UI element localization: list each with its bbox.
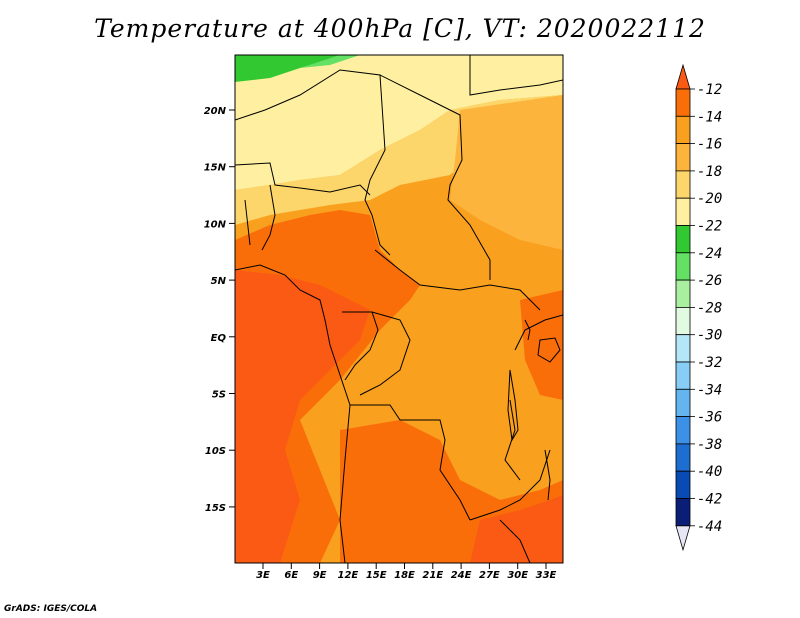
field-light-green-edge [300, 55, 360, 68]
colorbar-swatch [675, 361, 691, 390]
coastline [235, 264, 351, 406]
colorbar-label: -40 [697, 464, 722, 480]
colorbar-label: -28 [697, 300, 722, 316]
field-red-orange-west [235, 270, 370, 563]
lake-tanganyika [507, 369, 519, 442]
lon-tick-label: 6E [284, 570, 298, 581]
border-line [504, 399, 521, 481]
temperature-field [235, 55, 563, 563]
lon-tick-label: 30E [507, 570, 528, 581]
lon-tick-label: 15E [366, 570, 387, 581]
border-line [244, 199, 251, 246]
colorbar-bottom-arrow [675, 525, 691, 552]
colorbar-swatch [675, 416, 691, 445]
lat-tick-label: 5S [212, 390, 226, 401]
colorbar-top-arrow [675, 63, 691, 90]
lat-tick-label: EQ [211, 333, 227, 344]
lat-tick-label: 5N [211, 276, 227, 287]
colorbar-label: -14 [697, 109, 722, 125]
border-line [339, 404, 351, 563]
colorbar-label: -22 [697, 219, 722, 235]
lon-tick-label: 21E [422, 570, 443, 581]
colorbar-label: -24 [697, 246, 722, 262]
colorbar-swatch [675, 170, 691, 199]
lat-tick-label: 10S [205, 446, 226, 457]
lat-tick-label: 15S [205, 503, 226, 514]
colorbar-swatch [675, 225, 691, 254]
field-yellow-patch-east [450, 95, 563, 250]
colorbar: -12 -14 -16 -18 -20 -22 -24 -26 -28 -30 -32 -34 -36 -… [675, 63, 722, 552]
colorbar-swatch [675, 443, 691, 472]
colorbar-label: -30 [697, 328, 722, 344]
lake-albert [524, 319, 531, 341]
border-line [374, 249, 541, 311]
field-red-orange-southeast [470, 495, 563, 563]
border-line [514, 314, 563, 351]
border-line [235, 69, 391, 256]
colorbar-label: -44 [697, 519, 722, 535]
chart-title: Temperature at 400hPa [C], VT: 202002211… [94, 14, 706, 43]
border-line [469, 55, 563, 96]
colorbar-label: -42 [697, 492, 722, 508]
colorbar-swatch [675, 279, 691, 308]
lon-tick-label: 18E [394, 570, 415, 581]
country-borders [235, 55, 563, 563]
border-line [350, 404, 471, 521]
colorbar-swatch [675, 197, 691, 226]
colorbar-swatch [675, 88, 691, 117]
border-line [261, 184, 276, 251]
lon-tick-label: 33E [536, 570, 557, 581]
colorbar-label: -18 [697, 164, 722, 180]
grads-credit: GrADS: IGES/COLA [4, 604, 98, 614]
lon-tick-label: 9E [313, 570, 327, 581]
field-pale-yellow-north [235, 55, 563, 190]
field-green-patch [235, 55, 340, 82]
border-line [499, 519, 531, 563]
lon-tick-label: 27E [479, 570, 500, 581]
lon-tick-label: 12E [338, 570, 359, 581]
colorbar-swatch [675, 470, 691, 499]
lake-victoria [537, 337, 561, 363]
colorbar-label: -38 [697, 437, 722, 453]
colorbar-swatch [675, 498, 691, 527]
colorbar-label: -12 [697, 82, 722, 98]
lon-tick-label: 3E [256, 570, 270, 581]
colorbar-label: -16 [697, 137, 722, 153]
lake-malawi [544, 449, 551, 501]
colorbar-swatch [675, 252, 691, 281]
lon-tick-label: 24E [451, 570, 472, 581]
border-line [469, 449, 551, 521]
colorbar-swatch [675, 306, 691, 336]
colorbar-label: -36 [697, 410, 722, 426]
colorbar-label: -32 [697, 355, 722, 371]
lat-tick-label: 20N [204, 106, 227, 117]
lat-tick-label: 15N [204, 163, 227, 174]
latitude-axis: 20N 15N 10N 5N EQ 5S 10S 15S [204, 106, 235, 514]
border-line [379, 74, 491, 280]
colorbar-label: -20 [697, 191, 722, 207]
colorbar-label: -34 [697, 382, 722, 398]
colorbar-swatch [675, 334, 691, 363]
colorbar-swatch [675, 115, 691, 145]
lat-tick-label: 10N [204, 219, 227, 230]
border-line [359, 311, 411, 396]
colorbar-label: -26 [697, 273, 722, 289]
border-line [342, 311, 379, 381]
longitude-axis: 3E 6E 9E 12E 15E 18E 21E 24E 27E 30E 33E [256, 563, 557, 581]
colorbar-swatch [675, 143, 691, 172]
map-frame [234, 54, 564, 564]
colorbar-swatch [675, 388, 691, 417]
border-line [235, 162, 371, 196]
